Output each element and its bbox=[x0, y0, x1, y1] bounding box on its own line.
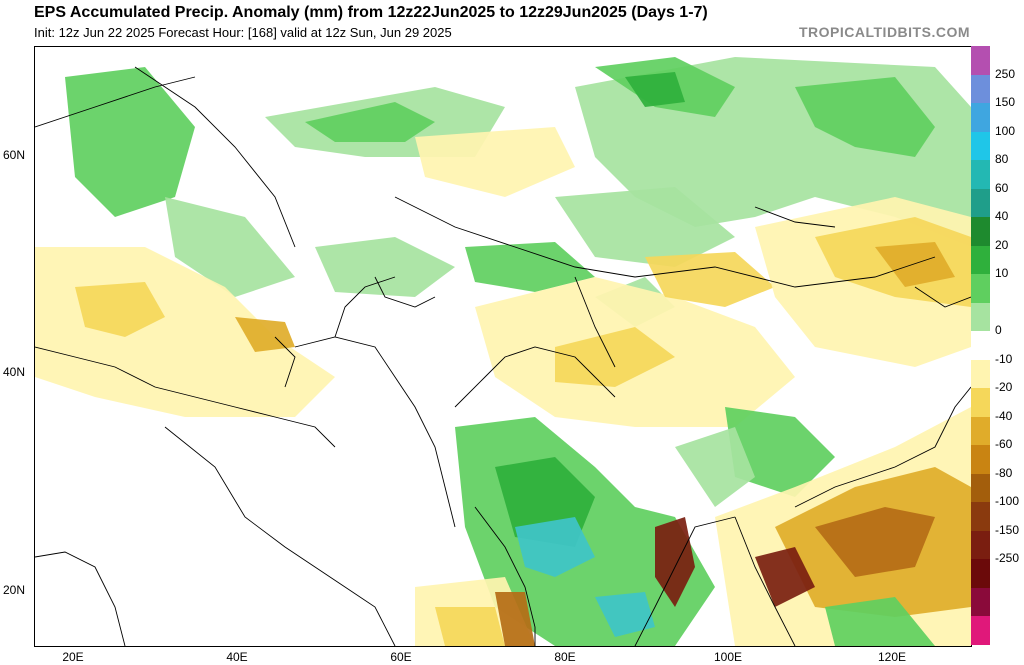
colorbar-color bbox=[971, 46, 990, 75]
colorbar-tick-label: 20 bbox=[995, 237, 1009, 252]
colorbar-swatch bbox=[971, 46, 1024, 75]
colorbar-swatch bbox=[971, 530, 1024, 560]
colorbar-color bbox=[971, 473, 990, 503]
lat-label-60n: 60N bbox=[3, 148, 26, 162]
colorbar-tick-label: -40 bbox=[995, 408, 1013, 423]
colorbar-tick-label: -80 bbox=[995, 465, 1013, 480]
lat-label-40n: 40N bbox=[3, 365, 26, 379]
colorbar-swatch bbox=[971, 160, 1024, 189]
colorbar-color bbox=[971, 445, 990, 474]
colorbar-color bbox=[971, 103, 990, 132]
colorbar-legend: 250 150 100 80 60 40 20 10 0 -10 -20 -40 -60 -80 -100-… bbox=[971, 46, 1024, 645]
colorbar-swatch bbox=[971, 103, 1024, 132]
lon-label-100e: 100E bbox=[713, 650, 743, 664]
colorbar-tick-label: -150 bbox=[995, 522, 1020, 537]
colorbar-swatch bbox=[971, 473, 1024, 503]
colorbar-color bbox=[971, 160, 990, 189]
colorbar-color bbox=[971, 416, 990, 446]
lon-label-120e: 120E bbox=[877, 650, 907, 664]
colorbar-color bbox=[971, 559, 990, 588]
map-canvas bbox=[35, 57, 971, 646]
colorbar-swatch bbox=[971, 274, 1024, 303]
colorbar-tick-label: -60 bbox=[995, 437, 1013, 452]
colorbar-swatch bbox=[971, 388, 1024, 417]
colorbar-tick-label: 150 bbox=[995, 95, 1016, 110]
colorbar-swatch bbox=[971, 217, 1024, 246]
colorbar-color bbox=[971, 331, 990, 360]
colorbar-color bbox=[971, 274, 990, 303]
colorbar-swatch bbox=[971, 559, 1024, 588]
colorbar-tick-label: 80 bbox=[995, 152, 1009, 167]
colorbar-tick-label: 250 bbox=[995, 66, 1016, 81]
colorbar-swatch bbox=[971, 188, 1024, 218]
colorbar-swatch bbox=[971, 502, 1024, 531]
brand-watermark[interactable]: TROPICALTIDBITS.COM bbox=[798, 24, 970, 40]
precip-anomaly-map[interactable] bbox=[34, 46, 972, 647]
colorbar-swatch bbox=[971, 74, 1024, 104]
colorbar-tick-label: -250 bbox=[995, 551, 1020, 566]
map-title: EPS Accumulated Precip. Anomaly (mm) fro… bbox=[34, 4, 708, 21]
colorbar-tick-label: 10 bbox=[995, 266, 1009, 281]
colorbar-color bbox=[971, 302, 990, 332]
colorbar-tick-label: 40 bbox=[995, 209, 1009, 224]
colorbar-color bbox=[971, 502, 990, 531]
map-subtitle: Init: 12z Jun 22 2025 Forecast Hour: [16… bbox=[34, 25, 452, 40]
colorbar-swatch bbox=[971, 302, 1024, 332]
colorbar-color bbox=[971, 530, 990, 560]
colorbar-tick-label: -10 bbox=[995, 351, 1013, 366]
colorbar-color bbox=[971, 359, 990, 389]
lon-label-60e: 60E bbox=[390, 650, 412, 664]
country-borders bbox=[35, 66, 971, 646]
colorbar-color bbox=[971, 217, 990, 246]
colorbar-tick-label: -100 bbox=[995, 494, 1020, 509]
colorbar-color bbox=[971, 188, 990, 218]
lon-label-20e: 20E bbox=[62, 650, 84, 664]
colorbar-swatch bbox=[971, 359, 1024, 389]
colorbar-tick-label: -20 bbox=[995, 380, 1013, 395]
lat-label-20n: 20N bbox=[3, 583, 26, 597]
colorbar-swatch bbox=[971, 445, 1024, 474]
colorbar-color bbox=[971, 616, 990, 645]
colorbar-swatch bbox=[971, 331, 1024, 360]
colorbar-tick-label: 0 bbox=[995, 323, 1002, 338]
colorbar-swatch bbox=[971, 245, 1024, 275]
colorbar-swatch bbox=[971, 587, 1024, 617]
lon-label-80e: 80E bbox=[554, 650, 576, 664]
colorbar-color bbox=[971, 131, 990, 161]
lon-label-40e: 40E bbox=[226, 650, 248, 664]
colorbar-tick-label: 60 bbox=[995, 180, 1009, 195]
colorbar-color bbox=[971, 388, 990, 417]
colorbar-swatch bbox=[971, 616, 1024, 645]
colorbar-color bbox=[971, 245, 990, 275]
colorbar-swatch bbox=[971, 131, 1024, 161]
colorbar-swatch bbox=[971, 416, 1024, 446]
colorbar-tick-label: 100 bbox=[995, 123, 1016, 138]
anomaly-shading bbox=[35, 57, 971, 646]
colorbar-color bbox=[971, 587, 990, 617]
colorbar-color bbox=[971, 74, 990, 104]
